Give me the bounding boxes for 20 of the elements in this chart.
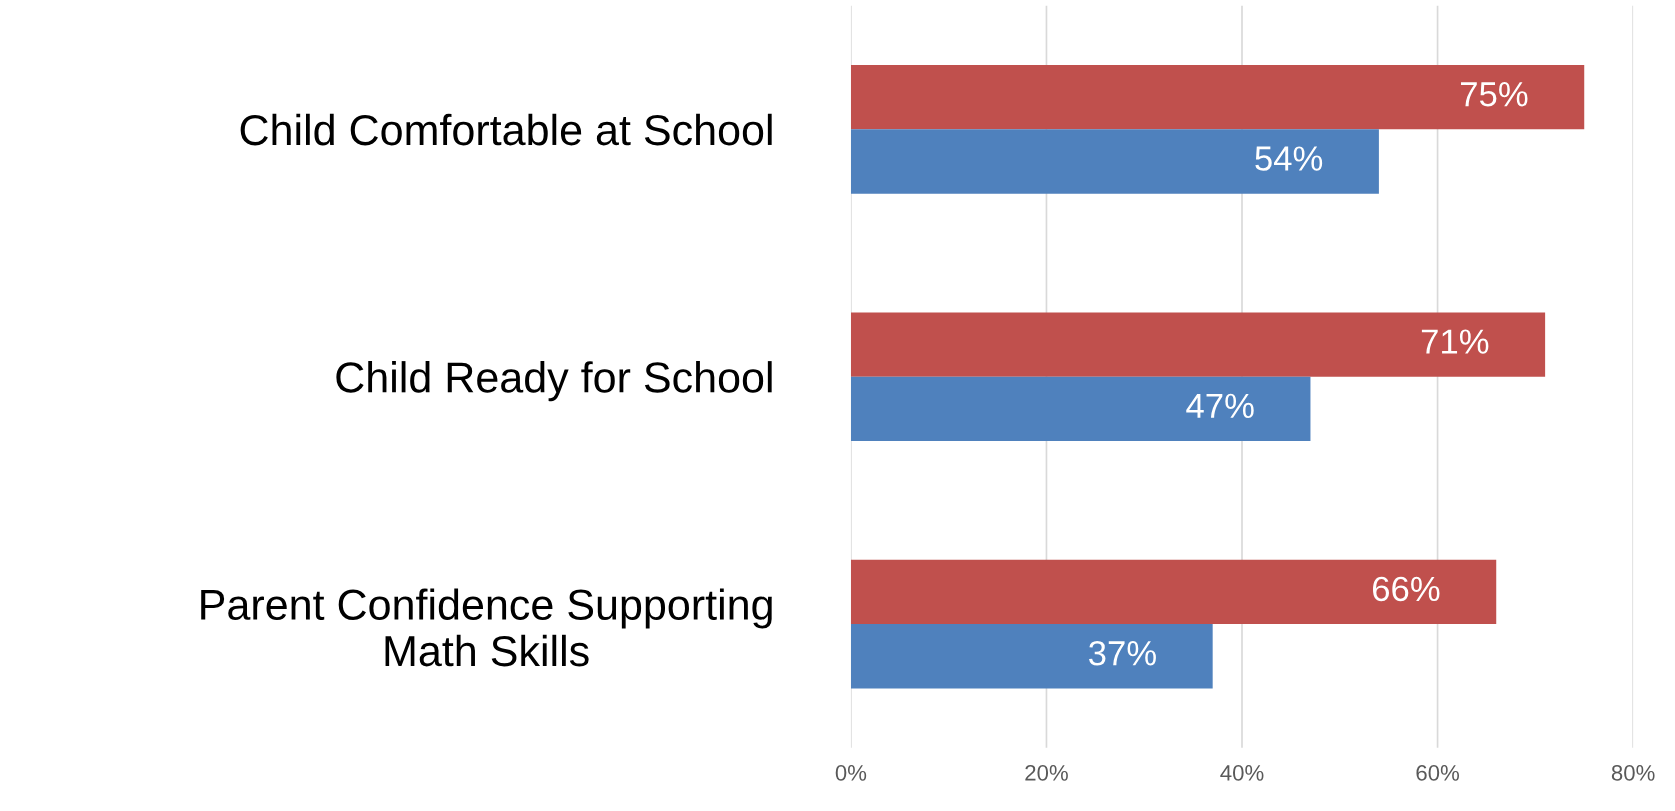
- y-tick-label: Child Ready for School: [336, 361, 772, 402]
- data-label: 75%: [1461, 82, 1528, 107]
- x-tick-label: 60%: [1416, 765, 1460, 781]
- y-tick-label: Child Comfortable at School: [240, 113, 772, 146]
- x-tick-label: 40%: [1220, 765, 1264, 781]
- bar: [850, 312, 1546, 377]
- data-label: 47%: [1186, 393, 1254, 419]
- bar: [850, 624, 1213, 689]
- bar: [850, 559, 1497, 625]
- data-label: 54%: [1255, 146, 1323, 171]
- data-label: 71%: [1421, 329, 1489, 354]
- x-tick-label: 80%: [1611, 765, 1655, 781]
- x-tick-label: 0%: [835, 765, 867, 781]
- data-label: 37%: [1089, 640, 1156, 666]
- y-tick-label: Parent Confidence Supporting Math Skills: [201, 588, 772, 667]
- x-tick-label: 20%: [1025, 765, 1068, 781]
- data-label: 66%: [1373, 576, 1440, 602]
- bar: [850, 65, 1585, 130]
- bar: [850, 376, 1311, 442]
- bar: [850, 129, 1379, 194]
